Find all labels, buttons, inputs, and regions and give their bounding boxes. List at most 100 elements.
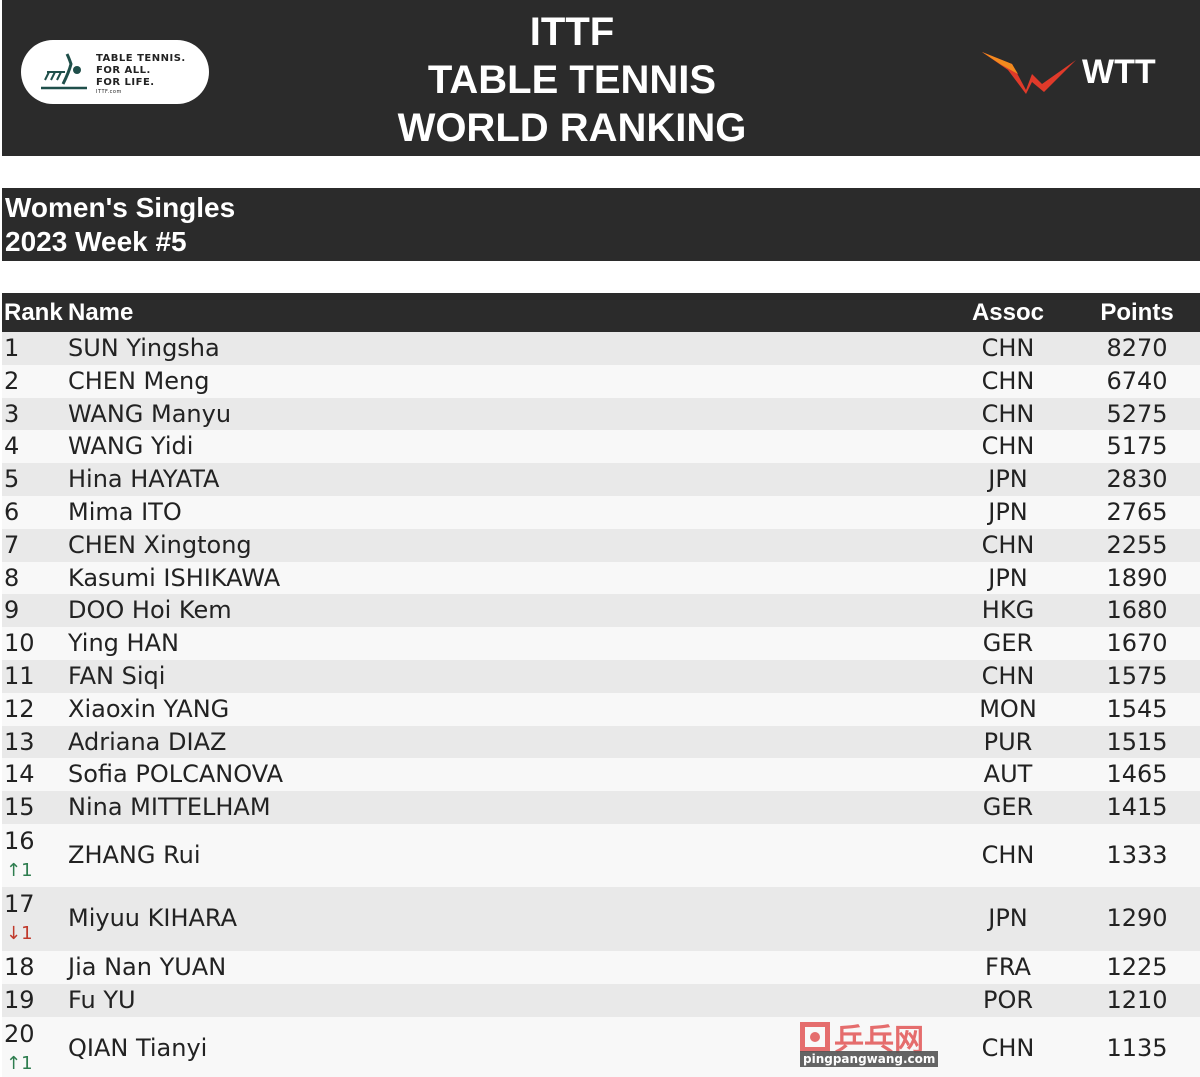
assoc-cell: MON [979, 694, 1037, 723]
player-name: FAN Siqi [68, 661, 166, 690]
rank-cell: 7 [4, 530, 20, 559]
points-cell: 1680 [1106, 596, 1168, 625]
assoc-cell: CHN [981, 840, 1035, 869]
wtt-text: WTT [1082, 52, 1156, 91]
points-cell: 1515 [1106, 727, 1168, 756]
rank-cell: 2 [4, 366, 20, 395]
page-title: ITTF TABLE TENNIS WORLD RANKING [397, 10, 747, 150]
points-cell: 5275 [1106, 399, 1168, 428]
rank-cell: 16 [4, 826, 35, 855]
points-cell: 1333 [1106, 840, 1168, 869]
table-row: 8 Kasumi ISHIKAWA JPN 1890 [2, 561, 1200, 595]
table-header: Rank Name Assoc Points [2, 293, 1200, 332]
watermark-url: pingpangwang.com [800, 1051, 939, 1067]
points-cell: 2255 [1106, 530, 1168, 559]
player-name: CHEN Xingtong [68, 530, 252, 559]
assoc-cell: JPN [988, 563, 1028, 592]
rank-change-up: ↑1 [6, 1052, 33, 1074]
points-cell: 2765 [1106, 497, 1168, 526]
assoc-cell: CHN [981, 530, 1035, 559]
assoc-cell: CHN [981, 1033, 1035, 1062]
points-cell: 1670 [1106, 629, 1168, 658]
assoc-cell: FRA [985, 952, 1031, 981]
rank-cell: 8 [4, 563, 20, 592]
assoc-cell: GER [982, 629, 1034, 658]
table-row: 1 SUN Yingsha CHN 8270 [2, 332, 1200, 365]
points-cell: 1465 [1106, 760, 1168, 789]
category-label: Women's Singles [5, 192, 236, 223]
player-name: Xiaoxin YANG [68, 694, 230, 723]
points-cell: 1575 [1106, 661, 1168, 690]
rank-cell: 9 [4, 596, 20, 625]
assoc-cell: POR [982, 985, 1034, 1014]
table-row: 13 Adriana DIAZ PUR 1515 [2, 725, 1200, 759]
table-row: 15 Nina MITTELHAM GER 1415 [2, 791, 1200, 824]
points-cell: 6740 [1106, 366, 1168, 395]
points-cell: 8270 [1106, 334, 1168, 362]
assoc-cell: CHN [981, 366, 1035, 395]
assoc-cell: PUR [983, 727, 1033, 756]
player-name: Mima ITO [68, 497, 182, 526]
points-cell: 1890 [1106, 563, 1168, 592]
player-name: Adriana DIAZ [68, 727, 227, 756]
player-name: DOO Hoi Kem [68, 596, 232, 625]
week-label: 2023 Week #5 [5, 226, 187, 257]
table-row: 14 Sofia POLCANOVA AUT 1465 [2, 758, 1200, 792]
player-name: Sofia POLCANOVA [68, 760, 284, 789]
assoc-cell: CHN [981, 334, 1035, 362]
table-row: 5 Hina HAYATA JPN 2830 [2, 463, 1200, 496]
rank-cell: 17 [4, 890, 35, 919]
ittf-player-icon [41, 53, 87, 90]
player-name: WANG Manyu [68, 399, 232, 428]
assoc-cell: HKG [981, 596, 1035, 625]
table-row: 9 DOO Hoi Kem HKG 1680 [2, 594, 1200, 628]
rank-cell: 4 [4, 432, 20, 461]
watermark-logo-icon [800, 1022, 830, 1052]
assoc-cell: JPN [988, 465, 1028, 494]
column-name: Name [68, 299, 134, 326]
assoc-cell: CHN [981, 399, 1035, 428]
player-name: WANG Yidi [68, 432, 194, 461]
table-row: 2 CHEN Meng CHN 6740 [2, 364, 1200, 398]
ittf-slogan: TABLE TENNIS. FOR ALL. FOR LIFE. ITTF.co… [96, 53, 186, 95]
table-row: 7 CHEN Xingtong CHN 2255 [2, 528, 1200, 562]
player-name: Kasumi ISHIKAWA [68, 563, 281, 592]
wtt-wing-icon [982, 52, 1076, 94]
assoc-cell: GER [982, 793, 1034, 822]
rank-cell: 10 [4, 629, 35, 658]
player-name: Miyuu KIHARA [68, 904, 238, 933]
rank-cell: 3 [4, 399, 20, 428]
rank-cell: 6 [4, 497, 20, 526]
rank-cell: 18 [4, 952, 35, 981]
rank-cell: 15 [4, 793, 35, 822]
table-row: 18 Jia Nan YUAN FRA 1225 [2, 950, 1200, 984]
points-cell: 1210 [1106, 985, 1168, 1014]
column-points: Points [1100, 299, 1174, 326]
rank-cell: 19 [4, 985, 35, 1014]
table-row: 12 Xiaoxin YANG MON 1545 [2, 692, 1200, 726]
table-row: 6 Mima ITO JPN 2765 [2, 495, 1200, 529]
ittf-logo: TABLE TENNIS. FOR ALL. FOR LIFE. ITTF.co… [21, 40, 209, 104]
subtitle-bar: Women's Singles 2023 Week #5 [2, 188, 1200, 261]
points-cell: 2830 [1106, 465, 1168, 494]
wtt-logo: WTT [982, 50, 1156, 94]
player-name: Hina HAYATA [68, 465, 220, 494]
player-name: SUN Yingsha [68, 334, 220, 362]
header: TABLE TENNIS. FOR ALL. FOR LIFE. ITTF.co… [2, 0, 1200, 156]
rank-change-down: ↓1 [6, 923, 33, 945]
table-row: 10 Ying HAN GER 1670 [2, 627, 1200, 660]
rank-change-up: ↑1 [6, 859, 33, 881]
player-name: Nina MITTELHAM [68, 793, 271, 822]
ranking-table: 1 SUN Yingsha CHN 8270 2 CHEN Meng CHN 6740 3 WAN… [2, 332, 1200, 1077]
player-name: ZHANG Rui [68, 840, 201, 869]
table-row: 4 WANG Yidi CHN 5175 [2, 430, 1200, 464]
rank-cell: 11 [4, 661, 35, 690]
assoc-cell: CHN [981, 432, 1035, 461]
assoc-cell: AUT [983, 760, 1033, 789]
table-row: 11 FAN Siqi CHN 1575 [2, 659, 1200, 693]
table-row: 3 WANG Manyu CHN 5275 [2, 397, 1200, 431]
points-cell: 5175 [1106, 432, 1168, 461]
assoc-cell: JPN [988, 904, 1028, 933]
rank-cell: 20 [4, 1019, 35, 1048]
player-name: QIAN Tianyi [68, 1033, 208, 1062]
